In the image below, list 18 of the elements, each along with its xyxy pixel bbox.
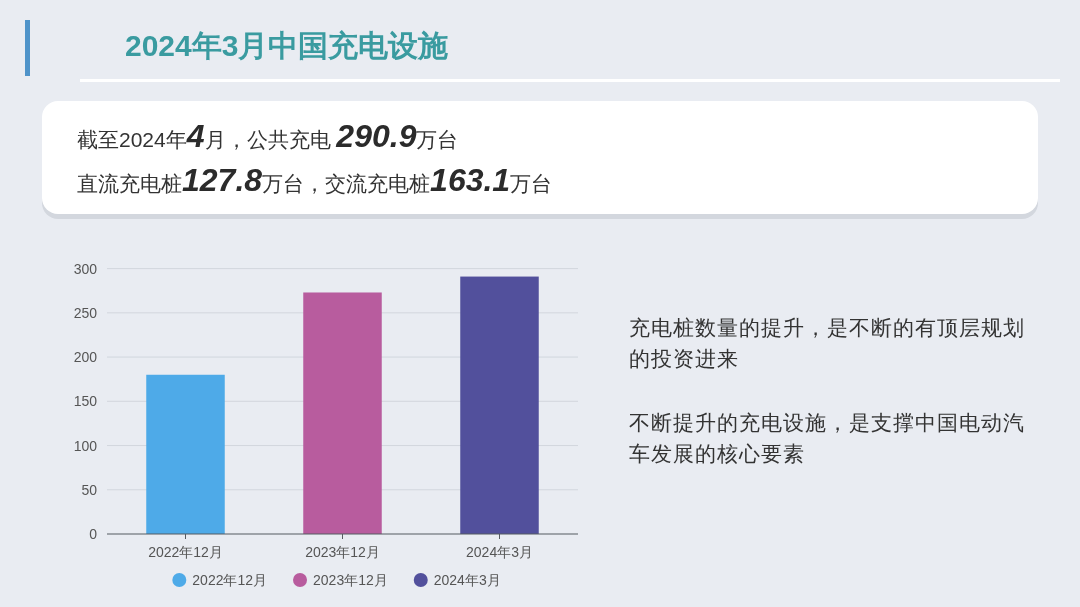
y-tick-label: 50 bbox=[81, 481, 97, 498]
y-tick-label: 0 bbox=[89, 526, 97, 542]
annotation: 不断提升的充电设施，是支撑中国电动汽车发展的核心要素 bbox=[629, 411, 1025, 465]
y-tick-label: 150 bbox=[73, 393, 97, 410]
y-tick-label: 250 bbox=[73, 304, 97, 321]
annotation: 充电桩数量的提升，是不断的有顶层规划的投资进来 bbox=[629, 316, 1025, 370]
y-tick-label: 200 bbox=[73, 349, 97, 366]
x-tick-label: 2024年3月 bbox=[466, 544, 533, 560]
x-tick-label: 2023年12月 bbox=[305, 544, 380, 560]
legend-label: 2023年12月 bbox=[313, 572, 388, 588]
legend-label: 2022年12月 bbox=[192, 572, 268, 588]
chart-title: 2024年3月中国充电设施 bbox=[125, 29, 449, 62]
y-tick-label: 100 bbox=[73, 437, 97, 454]
legend-label: 2024年3月 bbox=[433, 572, 501, 588]
y-tick-label: 300 bbox=[73, 260, 97, 277]
annotation: 截至2024年4月，公共充电 290.9万台 bbox=[77, 118, 459, 154]
x-tick-label: 2022年12月 bbox=[148, 544, 223, 560]
annotation: 直流充电桩127.8万台，交流充电桩163.1万台 bbox=[77, 162, 553, 198]
